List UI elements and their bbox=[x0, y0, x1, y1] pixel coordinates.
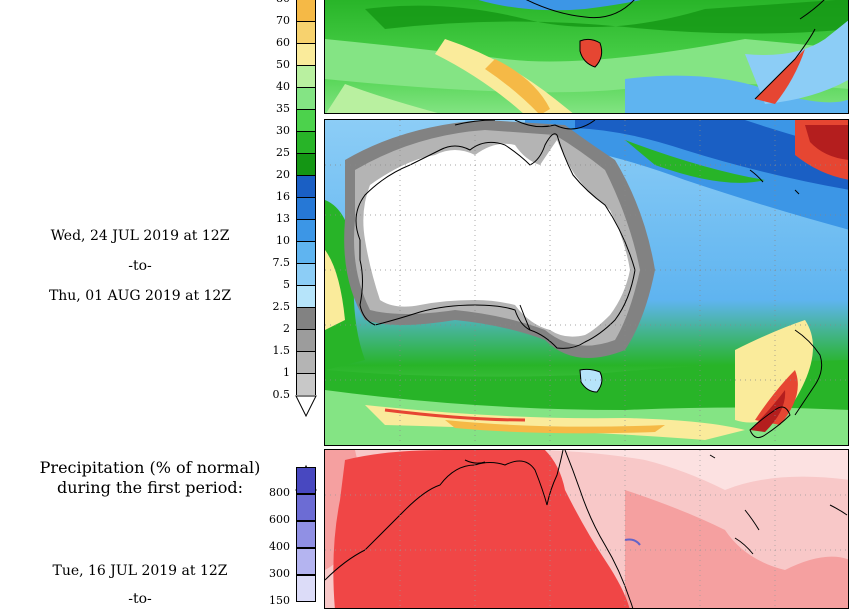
colorbar-swatch bbox=[296, 197, 316, 219]
colorbar-tick-label: 30 bbox=[276, 124, 290, 137]
colorbar-tick-label: 150 bbox=[269, 594, 290, 607]
colorbar-swatch bbox=[296, 521, 316, 548]
colorbar-tick-label: 600 bbox=[269, 513, 290, 526]
colorbar-tick-label: 1.5 bbox=[272, 344, 291, 357]
colorbar-tick-label: 5 bbox=[283, 278, 290, 291]
period-start: Wed, 24 JUL 2019 at 12Z bbox=[50, 228, 230, 244]
colorbar-swatch bbox=[296, 65, 316, 87]
colorbar-swatch bbox=[296, 21, 316, 43]
colorbar-swatch bbox=[296, 219, 316, 241]
colorbar-swatch bbox=[296, 263, 316, 285]
colorbar-swatch bbox=[296, 43, 316, 65]
colorbar-swatch bbox=[296, 285, 316, 307]
map-panel-previous-period bbox=[324, 0, 849, 114]
colorbar-tick-label: 25 bbox=[276, 146, 290, 159]
colorbar-tick-label: 80 bbox=[268, 0, 290, 5]
colorbar-tick-label: 300 bbox=[269, 567, 290, 580]
colorbar-tick-label: 16 bbox=[276, 190, 290, 203]
colorbar-tick-label: 400 bbox=[269, 540, 290, 553]
colorbar-swatch bbox=[296, 575, 316, 602]
period-separator: -to- bbox=[128, 258, 152, 274]
colorbar-min-arrow bbox=[295, 395, 317, 418]
colorbar-swatch bbox=[296, 329, 316, 351]
percent-of-normal-title: Precipitation (% of normal) during the f… bbox=[30, 458, 270, 498]
colorbar-tick-label: 50 bbox=[276, 58, 290, 71]
colorbar-swatch bbox=[296, 175, 316, 197]
colorbar-tick-label: 35 bbox=[276, 102, 290, 115]
colorbar-swatch bbox=[296, 548, 316, 575]
title-line-2: during the first period: bbox=[56, 478, 244, 497]
colorbar-tick-label: 7.5 bbox=[272, 256, 291, 269]
colorbar-tick-label: 40 bbox=[276, 80, 290, 93]
colorbar-swatch bbox=[296, 494, 316, 521]
colorbar-tick-label: 800 bbox=[269, 486, 290, 499]
colorbar-tick-label: 20 bbox=[276, 168, 290, 181]
colorbar-swatch bbox=[296, 373, 316, 395]
title-line-1: Precipitation (% of normal) bbox=[39, 458, 261, 477]
period-end: Thu, 01 AUG 2019 at 12Z bbox=[48, 288, 232, 304]
percent-period-separator: -to- bbox=[128, 591, 152, 607]
map-panel-percent-of-normal bbox=[324, 449, 849, 609]
colorbar-tick-label: 1 bbox=[283, 366, 290, 379]
colorbar-swatch bbox=[296, 87, 316, 109]
map-panel-rainfall-totals bbox=[324, 119, 849, 446]
colorbar-swatch bbox=[296, 241, 316, 263]
colorbar-tick-label: 13 bbox=[276, 212, 290, 225]
colorbar-tick-label: 70 bbox=[276, 14, 290, 27]
colorbar-tick-label: 60 bbox=[276, 36, 290, 49]
colorbar-swatch bbox=[296, 351, 316, 373]
colorbar-swatch bbox=[296, 109, 316, 131]
colorbar-swatch bbox=[296, 153, 316, 175]
percent-period-start: Tue, 16 JUL 2019 at 12Z bbox=[52, 563, 228, 579]
colorbar-swatch bbox=[296, 131, 316, 153]
colorbar-tick-label: 2.5 bbox=[272, 300, 291, 313]
colorbar-swatch bbox=[296, 467, 316, 494]
colorbar-swatch bbox=[296, 307, 316, 329]
colorbar-tick-label: 0.5 bbox=[272, 388, 291, 401]
colorbar-tick-label: 10 bbox=[276, 234, 290, 247]
colorbar-tick-label: 2 bbox=[283, 322, 290, 335]
colorbar-swatch bbox=[296, 0, 316, 21]
